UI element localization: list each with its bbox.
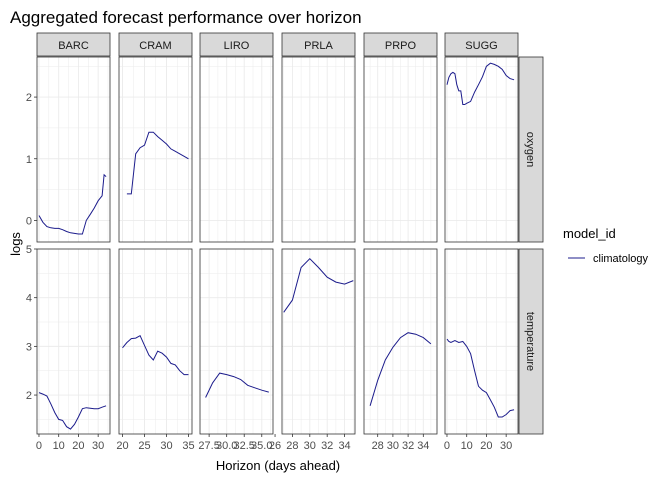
panel-barc-temperature xyxy=(36,248,111,435)
y-tick-label-temperature-3: 3 xyxy=(26,341,32,353)
panel-cram-oxygen xyxy=(118,56,193,243)
facet-strip-liro xyxy=(199,32,274,57)
panel-cram-temperature xyxy=(118,248,193,435)
x-tick-label-barc-0: 0 xyxy=(36,440,42,452)
x-tick-label-barc-1: 10 xyxy=(53,440,65,452)
facet-strip-label-prpo: PRPO xyxy=(385,40,417,52)
series-line-climatology-liro-temperature xyxy=(205,372,269,398)
x-tick-label-barc-2: 20 xyxy=(72,440,84,452)
x-tick-label-liro-1: 30.0 xyxy=(216,440,237,452)
x-tick-label-cram-1: 25 xyxy=(138,440,150,452)
panel-liro-temperature xyxy=(199,248,274,435)
series-line-climatology-barc-temperature xyxy=(38,392,107,430)
panel-border xyxy=(281,248,356,435)
x-tick-label-liro-2: 32.5 xyxy=(234,440,255,452)
x-tick-label-liro-0: 27.5 xyxy=(198,440,219,452)
panel-barc-oxygen xyxy=(36,56,111,243)
facet-strip-sugg xyxy=(444,32,519,57)
facet-strip-temperature xyxy=(518,248,544,435)
legend-title: model_id xyxy=(563,226,616,241)
facet-strip-label-oxygen: oxygen xyxy=(524,132,536,167)
series-line-climatology-sugg-temperature xyxy=(446,338,515,418)
x-tick-label-prla-4: 34 xyxy=(338,440,350,452)
panel-border xyxy=(363,248,438,435)
x-tick-label-prpo-1: 30 xyxy=(387,440,399,452)
x-tick-label-barc-3: 30 xyxy=(92,440,104,452)
x-tick-label-sugg-0: 0 xyxy=(444,440,450,452)
y-tick-label-temperature-5: 5 xyxy=(26,244,32,256)
panel-background xyxy=(37,249,110,434)
x-tick-label-sugg-1: 10 xyxy=(461,440,473,452)
facet-strip-cram xyxy=(118,32,193,57)
facet-strip-prla xyxy=(281,32,356,57)
x-tick-label-prla-0: 26 xyxy=(269,440,281,452)
series-line-climatology-cram-temperature xyxy=(122,335,189,376)
panel-prla-oxygen xyxy=(281,56,356,243)
legend-label-climatology: climatology xyxy=(593,253,649,265)
panel-prpo-oxygen xyxy=(363,56,438,243)
panel-prla-temperature xyxy=(281,248,356,435)
x-tick-label-prla-3: 32 xyxy=(321,440,333,452)
x-tick-label-prpo-3: 34 xyxy=(417,440,429,452)
x-tick-label-cram-2: 30 xyxy=(160,440,172,452)
panel-background xyxy=(445,57,518,242)
facet-strip-label-sugg: SUGG xyxy=(465,40,497,52)
x-tick-label-prla-1: 28 xyxy=(286,440,298,452)
x-axis-title: Horizon (days ahead) xyxy=(216,458,340,473)
series-line-climatology-prla-temperature xyxy=(283,257,354,313)
facet-strip-label-temperature: temperature xyxy=(524,312,536,371)
x-tick-label-sugg-3: 30 xyxy=(500,440,512,452)
panel-border xyxy=(118,56,193,243)
panel-border xyxy=(199,248,274,435)
panel-border xyxy=(36,248,111,435)
panel-sugg-oxygen xyxy=(444,56,519,243)
panel-border xyxy=(281,56,356,243)
facet-strip-label-cram: CRAM xyxy=(139,40,171,52)
panel-border xyxy=(118,248,193,435)
panel-border xyxy=(444,56,519,243)
panel-sugg-temperature xyxy=(444,248,519,435)
facet-strip-label-liro: LIRO xyxy=(224,40,250,52)
y-tick-label-temperature-4: 4 xyxy=(26,293,32,305)
x-tick-label-prpo-0: 28 xyxy=(372,440,384,452)
x-tick-label-liro-3: 35.0 xyxy=(251,440,272,452)
panel-border xyxy=(363,56,438,243)
panel-background xyxy=(200,57,273,242)
x-tick-label-prla-2: 30 xyxy=(304,440,316,452)
x-tick-label-prpo-2: 32 xyxy=(402,440,414,452)
chart-title: Aggregated forecast performance over hor… xyxy=(10,8,362,27)
series-line-climatology-barc-oxygen xyxy=(38,173,107,235)
x-tick-label-sugg-2: 20 xyxy=(480,440,492,452)
facet-strip-barc xyxy=(36,32,111,57)
facet-panels: BARC CRAM LIRO PRLA PRPO SUGG oxygen temperatur… xyxy=(26,32,544,452)
series-line-climatology-prpo-temperature xyxy=(369,332,432,406)
y-tick-label-oxygen-0: 0 xyxy=(26,215,32,227)
facet-strip-label-prla: PRLA xyxy=(304,40,333,52)
facet-strip-label-barc: BARC xyxy=(58,40,89,52)
panel-background xyxy=(37,57,110,242)
panel-liro-oxygen xyxy=(199,56,274,243)
facet-strip-prpo xyxy=(363,32,438,57)
panel-border xyxy=(444,248,519,435)
x-tick-label-cram-0: 20 xyxy=(116,440,128,452)
panel-background xyxy=(200,249,273,434)
y-tick-label-oxygen-1: 1 xyxy=(26,154,32,166)
series-line-climatology-cram-oxygen xyxy=(126,131,189,195)
y-tick-label-temperature-2: 2 xyxy=(26,390,32,402)
panel-border xyxy=(199,56,274,243)
y-tick-label-oxygen-2: 2 xyxy=(26,92,32,104)
panel-border xyxy=(36,56,111,243)
legend: model_id climatology xyxy=(563,226,649,265)
series-line-climatology-sugg-oxygen xyxy=(446,62,515,105)
facet-strip-oxygen xyxy=(518,56,544,243)
x-tick-label-cram-3: 35 xyxy=(182,440,194,452)
panel-prpo-temperature xyxy=(363,248,438,435)
y-axis-title: logs xyxy=(8,232,23,256)
